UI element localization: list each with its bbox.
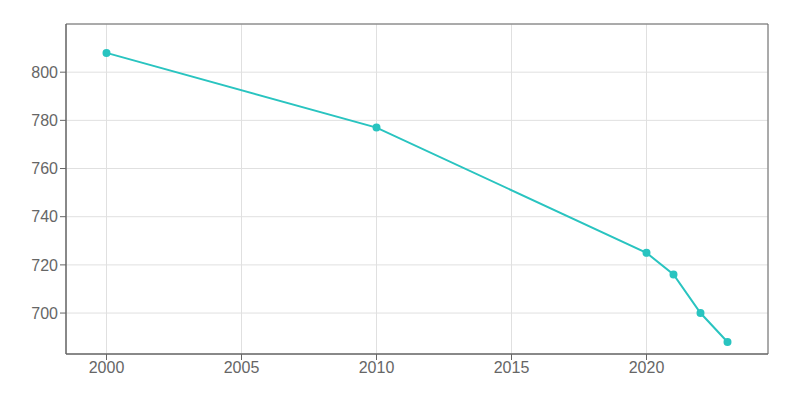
svg-text:2000: 2000 xyxy=(89,359,125,376)
svg-text:2005: 2005 xyxy=(224,359,260,376)
svg-text:760: 760 xyxy=(31,160,58,177)
svg-text:2015: 2015 xyxy=(494,359,530,376)
svg-text:740: 740 xyxy=(31,208,58,225)
svg-text:720: 720 xyxy=(31,257,58,274)
svg-text:780: 780 xyxy=(31,112,58,129)
svg-text:2020: 2020 xyxy=(629,359,665,376)
svg-text:700: 700 xyxy=(31,305,58,322)
svg-text:800: 800 xyxy=(31,64,58,81)
svg-text:2010: 2010 xyxy=(359,359,395,376)
